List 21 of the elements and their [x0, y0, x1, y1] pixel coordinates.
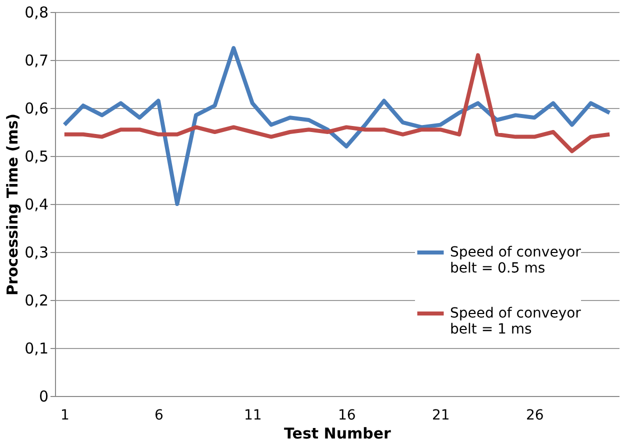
y-tick-label: 0,7 — [24, 52, 48, 70]
y-tick-label: 0,8 — [24, 4, 48, 22]
x-tick-label: 1 — [60, 408, 70, 424]
y-tick-label: 0,6 — [24, 100, 48, 118]
y-tick-label: 0,2 — [24, 292, 48, 310]
y-tick-label: 0,5 — [24, 148, 48, 166]
x-axis-title: Test Number — [284, 424, 392, 442]
y-tick-label: 0 — [38, 388, 48, 406]
x-tick-label: 26 — [526, 408, 544, 424]
x-tick-label: 21 — [432, 408, 450, 424]
y-tick-label: 0,4 — [24, 196, 48, 214]
legend-label: Speed of conveyor belt = 1 ms — [450, 306, 582, 338]
y-tick-label: 0,3 — [24, 244, 48, 262]
legend-label: Speed of conveyor belt = 0.5 ms — [450, 244, 582, 276]
x-tick-label: 11 — [244, 408, 262, 424]
line-series — [62, 46, 612, 206]
x-tick-label: 16 — [338, 408, 356, 424]
y-tick-label: 0,1 — [24, 340, 48, 358]
x-tick-label: 6 — [154, 408, 164, 424]
line-series — [62, 53, 612, 154]
y-axis-title: Processing Time (ms) — [4, 113, 22, 296]
